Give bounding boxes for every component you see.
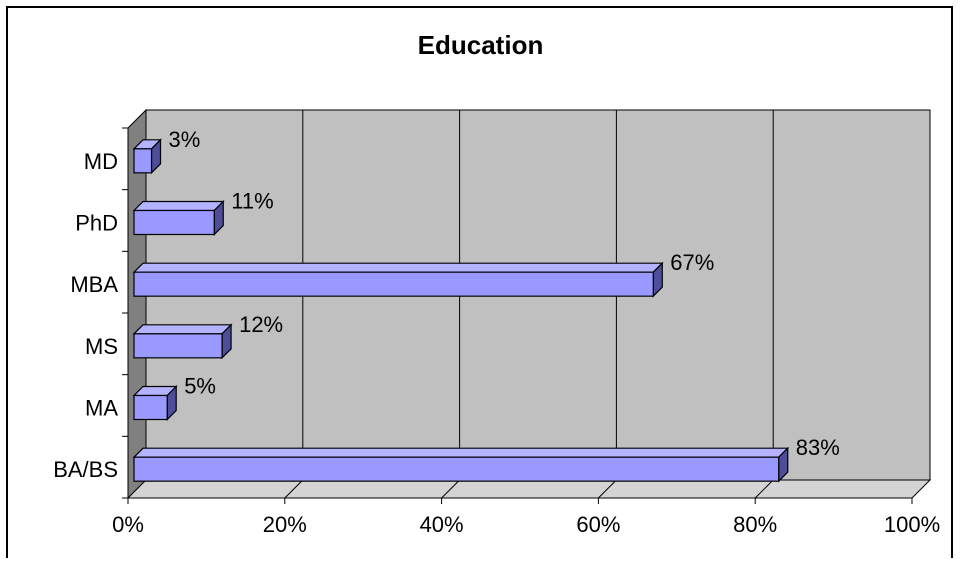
y-tick-label: PhD: [75, 211, 118, 236]
bar: [133, 333, 223, 359]
bars: [132, 138, 790, 483]
floor-gridline: [441, 479, 460, 499]
x-tick-label: 80%: [733, 512, 777, 537]
y-tick-label: MA: [85, 396, 118, 421]
bar-top: [132, 324, 233, 335]
x-tick-label: 40%: [420, 512, 464, 537]
floor: [126, 479, 932, 499]
x-tick-label: 100%: [884, 512, 940, 537]
data-label: 5%: [184, 374, 216, 399]
y-tick-label: MBA: [70, 272, 118, 297]
bar: [133, 148, 153, 174]
y-axis-ticks: BA/BS MA MS MBA PhD MD: [53, 127, 129, 499]
y-tick-label: BA/BS: [53, 457, 118, 482]
floor-gridline: [754, 479, 774, 499]
floor-gridline: [598, 479, 617, 499]
bar: [133, 394, 168, 421]
bar-top: [132, 262, 664, 273]
x-tick-label: 60%: [576, 512, 620, 537]
bar: [133, 271, 654, 297]
data-label: 11%: [231, 189, 273, 214]
data-label: 83%: [796, 435, 840, 460]
x-tick-label: 20%: [263, 512, 307, 537]
data-label: 67%: [670, 250, 714, 275]
chart-title: Education: [417, 30, 544, 60]
data-label: 3%: [169, 127, 201, 152]
bar: [133, 209, 215, 236]
y-tick-label: MS: [85, 334, 118, 359]
data-label: 12%: [239, 312, 283, 337]
x-axis-ticks: 0% 20% 40% 60% 80% 100%: [112, 497, 940, 537]
bar-top: [132, 200, 225, 212]
x-tick-label: 0%: [112, 512, 144, 537]
bar: [133, 456, 780, 482]
y-tick-label: MD: [84, 149, 118, 174]
bar-top: [132, 447, 790, 458]
floor-gridline: [284, 479, 304, 499]
data-labels: 83% 5% 12% 67% 11% 3%: [169, 127, 840, 460]
